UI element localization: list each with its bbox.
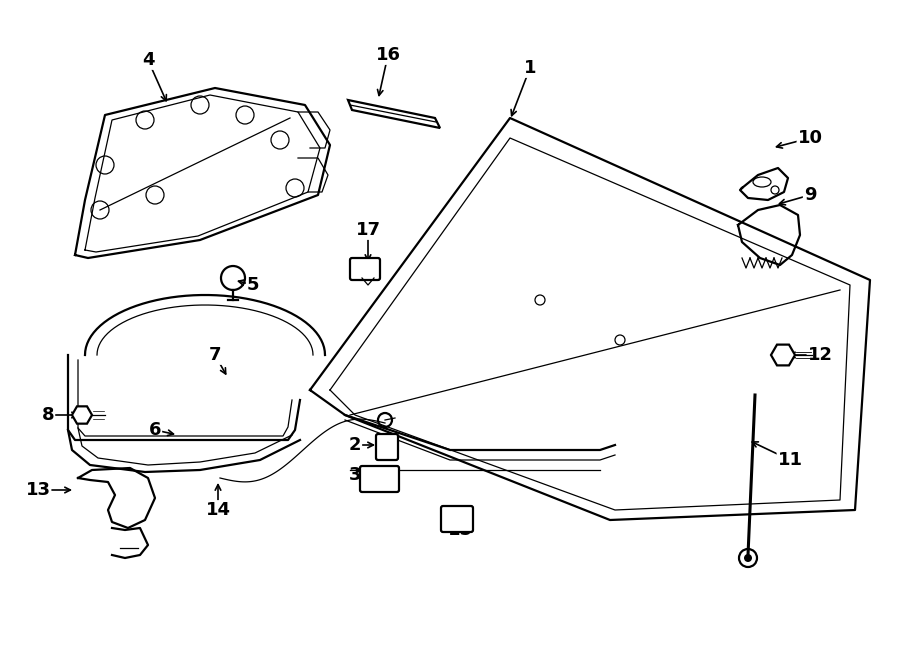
- Polygon shape: [348, 100, 440, 128]
- Text: 5: 5: [247, 276, 259, 294]
- Circle shape: [744, 554, 752, 562]
- FancyBboxPatch shape: [441, 506, 473, 532]
- Text: 13: 13: [25, 481, 50, 499]
- FancyBboxPatch shape: [376, 434, 398, 460]
- Text: 15: 15: [447, 521, 473, 539]
- Text: 10: 10: [797, 129, 823, 147]
- Text: 2: 2: [349, 436, 361, 454]
- Text: 17: 17: [356, 221, 381, 239]
- Text: 6: 6: [148, 421, 161, 439]
- Text: 12: 12: [807, 346, 833, 364]
- FancyBboxPatch shape: [360, 466, 399, 492]
- Text: 8: 8: [41, 406, 54, 424]
- FancyBboxPatch shape: [350, 258, 380, 280]
- Text: 7: 7: [209, 346, 221, 364]
- Text: 11: 11: [778, 451, 803, 469]
- Text: 14: 14: [205, 501, 230, 519]
- Text: 9: 9: [804, 186, 816, 204]
- Text: 16: 16: [375, 46, 401, 64]
- Text: 3: 3: [349, 466, 361, 484]
- Text: 4: 4: [142, 51, 154, 69]
- Text: 1: 1: [524, 59, 536, 77]
